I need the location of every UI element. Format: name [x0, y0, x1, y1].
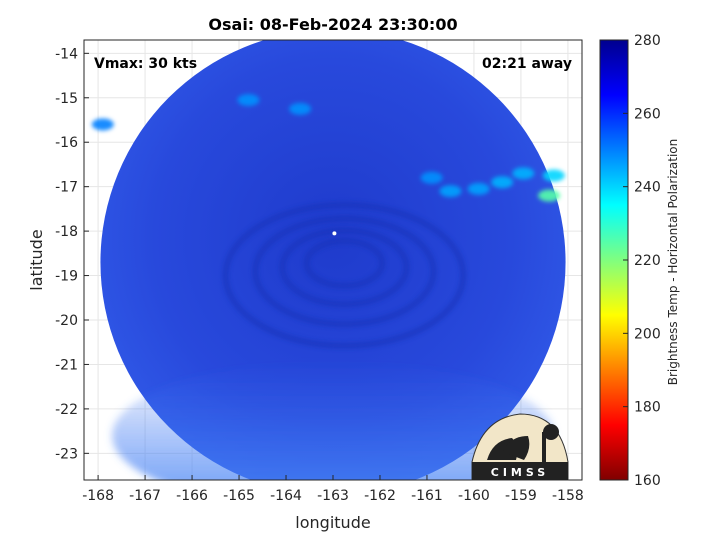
- brightness-temp-swath: [100, 40, 566, 480]
- x-tick-label: -161: [411, 488, 443, 504]
- y-tick-label: -21: [55, 357, 78, 373]
- chart-title: Osai: 08-Feb-2024 23:30:00: [208, 15, 457, 34]
- x-tick-label: -166: [176, 488, 208, 504]
- swirl-band: [303, 237, 386, 289]
- y-tick-label: -15: [55, 91, 78, 107]
- y-axis-label: latitude: [27, 229, 46, 290]
- cold-spot: [491, 176, 514, 189]
- cold-spot: [439, 185, 462, 198]
- swirl-band: [222, 201, 467, 349]
- svg-text:CIMSS: CIMSS: [491, 466, 549, 479]
- colorbar-ticks: 280 260 240 220 200 180 160: [623, 33, 661, 489]
- colorbar-tick-label: 200: [634, 326, 661, 342]
- x-tick-label: -167: [129, 488, 161, 504]
- cold-spot: [538, 189, 561, 202]
- cimss-logo: CIMSS: [471, 413, 569, 481]
- cold-spot: [512, 167, 535, 180]
- cold-spot: [420, 171, 443, 184]
- y-tick-label: -19: [55, 269, 78, 285]
- colorbar-tick-label: 280: [634, 33, 661, 49]
- y-tick-label: -23: [55, 446, 78, 462]
- y-tick-label: -17: [55, 180, 78, 196]
- cold-spot: [467, 182, 490, 195]
- x-tick-label: -168: [82, 488, 114, 504]
- colorbar-tick-label: 180: [634, 400, 661, 416]
- y-tick-label: -18: [55, 224, 78, 240]
- colorbar-tick-label: 260: [634, 106, 661, 122]
- y-tick-label: -22: [55, 402, 78, 418]
- storm-swirl: [222, 201, 467, 349]
- x-axis-label: longitude: [295, 513, 370, 532]
- colorbar-tick-label: 160: [634, 473, 661, 489]
- cold-spot: [289, 102, 312, 115]
- x-tick-label: -165: [223, 488, 255, 504]
- x-tick-label: -163: [317, 488, 349, 504]
- x-tick-label: -164: [270, 488, 302, 504]
- storm-center-marker: [332, 231, 337, 236]
- colorbar-tick-label: 240: [634, 180, 661, 196]
- swath-group: [91, 40, 566, 480]
- swirl-band: [279, 227, 410, 308]
- colorbar-label: Brightness Temp - Horizontal Polarizatio…: [666, 139, 680, 386]
- y-axis: -14 -15 -16 -17 -18 -19 -20 -21 -22 -23: [55, 46, 89, 462]
- x-tick-label: -159: [505, 488, 537, 504]
- cold-spot: [91, 118, 114, 131]
- cold-spot: [237, 94, 260, 106]
- vmax-annotation: Vmax: 30 kts: [94, 56, 197, 72]
- swath-south-warm-band: [112, 361, 554, 480]
- swirl-band: [252, 215, 437, 328]
- colorbar-tick-label: 220: [634, 253, 661, 269]
- x-tick-label: -162: [364, 488, 396, 504]
- cold-spot: [542, 169, 565, 182]
- cold-spots: [91, 94, 565, 202]
- y-tick-label: -14: [55, 46, 78, 62]
- y-tick-label: -20: [55, 313, 78, 329]
- time-away-annotation: 02:21 away: [482, 56, 572, 72]
- x-tick-label: -158: [552, 488, 584, 504]
- x-axis: -168 -167 -166 -165 -164 -163 -162 -161 -160 -159…: [82, 475, 584, 504]
- x-tick-label: -160: [458, 488, 490, 504]
- y-tick-label: -16: [55, 135, 78, 151]
